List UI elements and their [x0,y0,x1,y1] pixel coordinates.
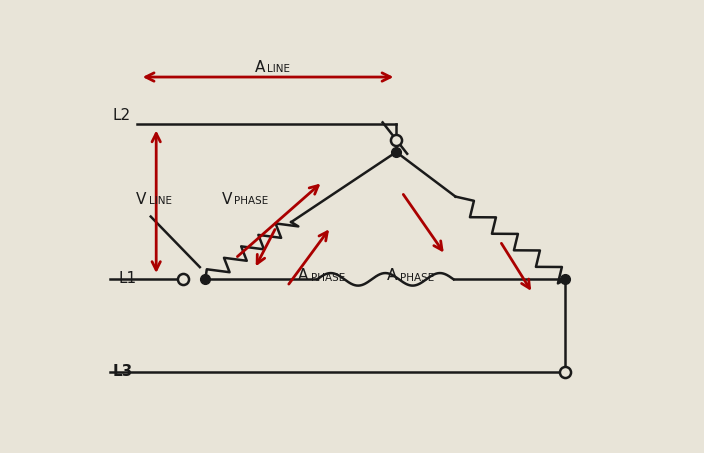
Text: LINE: LINE [149,196,172,206]
Text: V: V [136,192,146,207]
Text: A: A [298,268,308,284]
Text: A: A [254,60,265,75]
Text: LINE: LINE [267,64,290,74]
Text: A: A [387,268,397,284]
Text: PHASE: PHASE [400,273,434,283]
Text: L3: L3 [113,364,133,379]
Text: L1: L1 [118,271,136,286]
Text: L2: L2 [113,108,131,123]
Text: PHASE: PHASE [310,273,345,283]
Text: V: V [222,192,232,207]
Text: PHASE: PHASE [234,196,268,206]
